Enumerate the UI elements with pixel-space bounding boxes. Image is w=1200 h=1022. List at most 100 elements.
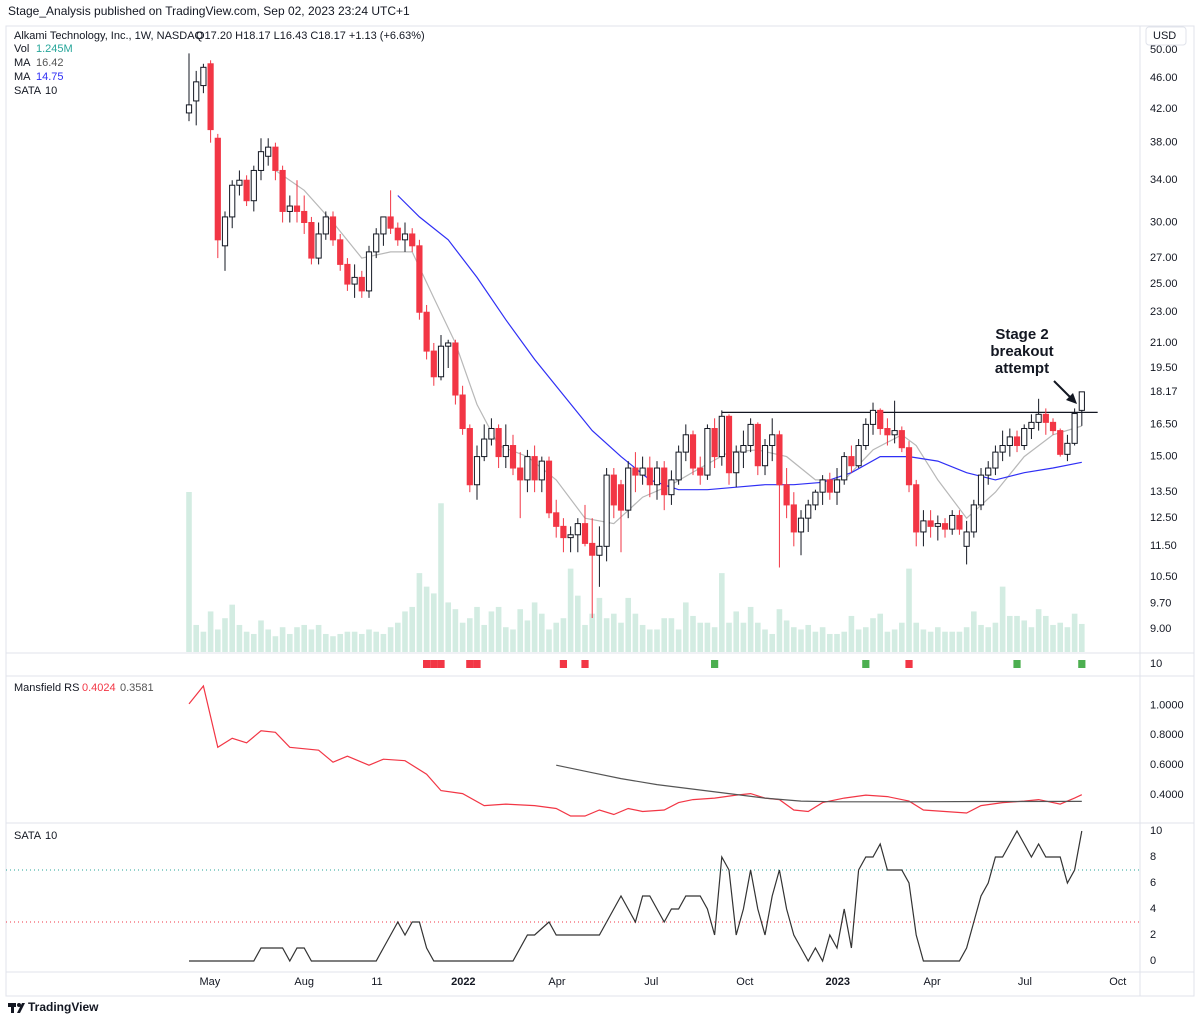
signal-marker: [862, 660, 870, 668]
y-tick-label: 50.00: [1150, 44, 1178, 56]
candle-body: [365, 251, 373, 292]
candle-body: [387, 216, 394, 229]
candle-body: [740, 445, 747, 453]
volume-bar: [503, 627, 509, 652]
volume-bar: [798, 629, 804, 652]
volume-bar: [963, 627, 970, 652]
candle-body: [841, 456, 848, 481]
volume-bar: [1028, 627, 1035, 652]
signal-label: 10: [1150, 658, 1162, 670]
candle-body: [488, 428, 495, 440]
volume-bar: [531, 602, 538, 652]
x-tick-label: Oct: [736, 976, 753, 988]
signal-marker: [905, 660, 913, 668]
candle-body: [459, 394, 466, 430]
y-tick-label: 19.50: [1150, 362, 1178, 374]
candle-body: [481, 438, 488, 458]
candle-body: [574, 523, 581, 536]
volume-bar: [200, 631, 207, 652]
volume-bar: [495, 606, 502, 652]
y-tick-label: 6: [1150, 877, 1156, 889]
volume-bar: [387, 627, 394, 652]
candle-body: [243, 179, 250, 202]
candle-body: [423, 311, 430, 352]
candle-body: [589, 542, 596, 556]
signal-marker: [466, 660, 474, 668]
volume-bar: [747, 606, 754, 652]
volume-bar: [251, 633, 257, 652]
candle-body: [344, 263, 351, 285]
x-tick-label: Apr: [548, 976, 565, 988]
volume-bar: [791, 627, 797, 652]
volume-bar: [287, 633, 293, 652]
indicator-line: [188, 684, 1083, 817]
candle-body: [927, 520, 934, 527]
last-price-tag: [1143, 383, 1187, 400]
candle-body: [797, 517, 805, 533]
volume-bar: [575, 595, 581, 652]
volume-bar: [524, 620, 531, 652]
footer-brand: TradingView: [28, 1000, 99, 1014]
ma-legend-name: MA: [14, 71, 31, 83]
candle-body: [1021, 428, 1028, 447]
volume-bar: [582, 624, 588, 652]
candle-body: [783, 484, 790, 506]
indicator-line: [556, 764, 1082, 803]
volume-bar: [927, 631, 934, 652]
candle-body: [236, 179, 243, 186]
candle-body: [373, 233, 380, 253]
volume-bar: [819, 627, 826, 652]
rs-ma-value: 0.3581: [120, 682, 154, 694]
candle-body: [502, 445, 509, 458]
candle-body: [445, 342, 452, 347]
candle-body: [315, 233, 322, 259]
candle-body: [452, 342, 459, 396]
volume-bar: [359, 633, 365, 652]
volume-bar: [481, 624, 488, 652]
volume-bar: [740, 622, 747, 652]
volume-bar: [1035, 609, 1042, 652]
y-tick-label: 21.00: [1150, 337, 1178, 349]
signal-marker: [1078, 660, 1086, 668]
candle-body: [250, 169, 257, 202]
candle-body: [279, 169, 286, 212]
candle-body: [963, 531, 970, 547]
volume-bar: [625, 597, 632, 652]
volume-bar: [243, 631, 250, 652]
candle-body: [697, 467, 704, 476]
candle-body: [812, 491, 819, 506]
last-price-label: 18.17: [1150, 386, 1178, 398]
volume-bar: [913, 622, 920, 652]
candle-body: [337, 239, 344, 265]
candle-body: [200, 66, 207, 87]
volume-bar: [690, 615, 696, 652]
y-tick-label: 2: [1150, 929, 1156, 941]
volume-bar: [229, 604, 236, 652]
candle-body: [1028, 421, 1035, 430]
y-tick-label: 1.0000: [1150, 699, 1184, 711]
candle-body: [913, 484, 920, 533]
candle-body: [653, 467, 661, 486]
volume-bar: [834, 633, 840, 652]
volume-bar: [315, 624, 322, 652]
signal-marker: [559, 660, 568, 668]
candle-body: [553, 512, 560, 527]
volume-bar: [985, 627, 992, 652]
volume-bar: [488, 611, 495, 652]
volume-bar: [654, 629, 660, 652]
pane-title: Mansfield RS: [14, 682, 79, 694]
signal-marker: [1013, 660, 1021, 668]
volume-legend-name: Vol: [14, 43, 29, 55]
volume-bar: [1050, 624, 1056, 652]
volume-bar: [647, 629, 653, 652]
annotation: breakout: [990, 343, 1053, 360]
currency: USD: [1153, 30, 1176, 42]
annotation-arrow: [1053, 380, 1072, 399]
volume-bar: [726, 622, 732, 652]
volume-bar: [416, 573, 423, 652]
volume-bar: [222, 618, 228, 652]
volume-bar: [697, 622, 704, 652]
candle-body: [524, 456, 531, 481]
volume-bar: [452, 609, 459, 652]
y-tick-label: 9.70: [1150, 598, 1171, 610]
